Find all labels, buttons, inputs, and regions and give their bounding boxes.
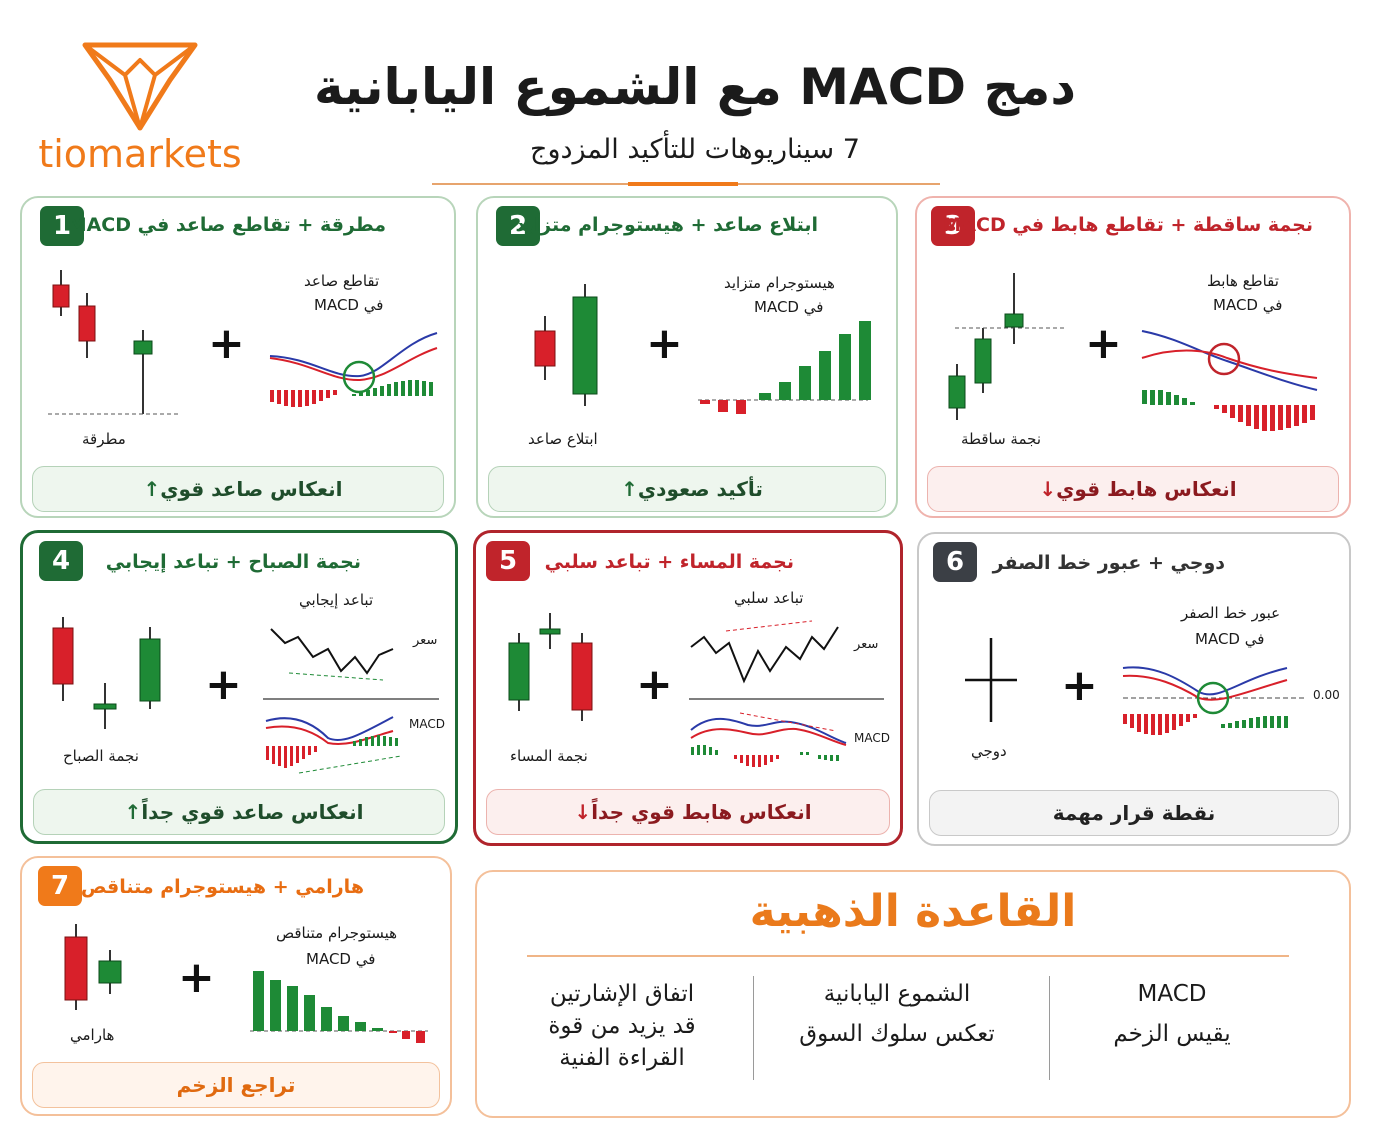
scenario-card-2: 2 ابتلاع صاعد + هيستوجرام متزايد + ابتلا… — [476, 196, 898, 518]
price-label: سعر — [413, 633, 438, 648]
harami-histogram-illustration — [64, 924, 428, 1043]
golden-rule-column-candles: الشموع اليابانية تعكس سلوك السوق — [762, 978, 1032, 1050]
logo-triangle-icon — [82, 42, 198, 131]
evening-star-divergence-illustration — [508, 613, 884, 767]
arrow-up-icon: ↑ — [124, 800, 142, 824]
macd-label-line1: هيستوجرام متزايد — [724, 274, 835, 292]
scenario-result: انعكاس صاعد قوي جداً↑ — [33, 789, 445, 835]
arrow-up-icon: ↑ — [143, 477, 161, 501]
scenario-title: نجمة الصباح + تباعد إيجابي — [105, 551, 361, 573]
plus-sign: + — [636, 659, 673, 710]
scenario-title: نجمة المساء + تباعد سلبي — [544, 551, 794, 573]
scenario-title: ابتلاع صاعد + هيستوجرام متزايد — [515, 214, 818, 236]
plus-sign: + — [178, 952, 215, 1003]
column-heading: اتفاق الإشارتين — [549, 981, 695, 1007]
candle-label: ابتلاع صاعد — [528, 430, 598, 448]
scenario-result: انعكاس صاعد قوي↑ — [32, 466, 444, 512]
column-text: تعكس سلوك السوق — [799, 1021, 995, 1047]
candle-label: دوجي — [971, 742, 1007, 760]
macd-label: MACD — [409, 717, 445, 731]
result-text: تراجع الزخم — [176, 1073, 296, 1097]
plus-sign: + — [646, 318, 683, 369]
plus-sign: + — [1061, 660, 1098, 711]
result-text: انعكاس هابط قوي جداً — [591, 800, 812, 824]
scenario-card-3: 3 نجمة ساقطة + تقاطع هابط في MACD + نجمة… — [915, 196, 1351, 518]
plus-sign: + — [205, 659, 242, 710]
macd-label-line2: في MACD — [754, 298, 824, 316]
column-text: قد يزيد من قوة — [548, 1013, 696, 1039]
golden-rule-title: القاعدة الذهبية — [749, 886, 1077, 937]
column-text: القراءة الفنية — [559, 1045, 685, 1071]
macd-label-line2: في MACD — [306, 950, 376, 968]
engulfing-histogram-illustration — [534, 284, 871, 414]
scenario-number: 6 — [933, 542, 977, 582]
column-heading: الشموع اليابانية — [823, 981, 971, 1007]
scenario-number: 5 — [486, 541, 530, 581]
scenario-card-5: 5 نجمة المساء + تباعد سلبي + نجمة المساء… — [473, 530, 903, 846]
golden-rule-panel: القاعدة الذهبية MACD يقيس الزخم الشموع ا… — [475, 870, 1351, 1118]
tiomarkets-logo: tiomarkets — [30, 40, 250, 190]
scenario-result: انعكاس هابط قوي↓ — [927, 466, 1339, 512]
result-text: تأكيد صعودي — [637, 477, 763, 501]
scenario-result: تراجع الزخم — [32, 1062, 440, 1108]
scenario-result: انعكاس هابط قوي جداً↓ — [486, 789, 890, 835]
page-subtitle: 7 سيناريوهات للتأكيد المزدوج — [530, 134, 860, 165]
column-separator — [753, 976, 754, 1080]
scenario-title: نجمة ساقطة + تقاطع هابط في MACD — [942, 214, 1313, 236]
macd-label-line1: تقاطع هابط — [1207, 272, 1279, 290]
scenario-card-1: 1 مطرقة + تقاطع صاعد في MACD + مطرقة تقا… — [20, 196, 456, 518]
doji-zero-cross-illustration — [965, 638, 1305, 735]
golden-rule-column-macd: MACD يقيس الزخم — [1037, 978, 1307, 1050]
scenario-title: دوجي + عبور خط الصفر — [992, 552, 1225, 574]
macd-label-line2: في MACD — [1195, 630, 1265, 648]
plus-sign: + — [1085, 318, 1122, 369]
scenario-number: 2 — [496, 206, 540, 246]
title-divider-accent — [628, 182, 738, 186]
price-label: سعر — [854, 637, 879, 652]
scenario-card-6: 6 دوجي + عبور خط الصفر + دوجي عبور خط ال… — [917, 532, 1351, 846]
logo-text: tiomarkets — [38, 132, 242, 176]
golden-rule-column-agreement: اتفاق الإشارتين قد يزيد من قوة القراءة ا… — [487, 978, 757, 1074]
macd-label-line1: عبور خط الصفر — [1181, 604, 1281, 622]
candle-label: مطرقة — [82, 430, 126, 448]
result-text: انعكاس صاعد قوي — [160, 477, 343, 501]
macd-label-line1: هيستوجرام متناقص — [276, 924, 398, 942]
scenario-card-4: 4 نجمة الصباح + تباعد إيجابي + نجمة الصب… — [20, 530, 458, 844]
candle-label: نجمة الصباح — [63, 747, 139, 765]
macd-label-line1: تقاطع صاعد — [304, 272, 380, 290]
divergence-label: تباعد سلبي — [734, 589, 804, 607]
page-title: دمج MACD مع الشموع اليابانية — [313, 58, 1077, 116]
arrow-down-icon: ↓ — [1039, 477, 1057, 501]
result-text: نقطة قرار مهمة — [1052, 801, 1216, 825]
column-text: يقيس الزخم — [1113, 1021, 1231, 1047]
scenario-number: 1 — [40, 206, 84, 246]
candle-label: هارامي — [70, 1026, 115, 1044]
hammer-macd-illustration — [48, 270, 438, 415]
divergence-label: تباعد إيجابي — [299, 591, 374, 609]
scenario-number: 7 — [38, 866, 82, 906]
morning-star-divergence-illustration — [52, 617, 439, 774]
macd-label: MACD — [854, 731, 890, 745]
arrow-down-icon: ↓ — [574, 800, 592, 824]
macd-label-line2: في MACD — [314, 296, 384, 314]
scenario-number: 3 — [931, 206, 975, 246]
column-separator — [1049, 976, 1050, 1080]
scenario-result: تأكيد صعودي↑ — [488, 466, 886, 512]
plus-sign: + — [208, 318, 245, 369]
shooting-star-macd-illustration — [948, 273, 1318, 431]
column-heading: MACD — [1137, 981, 1207, 1007]
scenario-number: 4 — [39, 541, 83, 581]
scenario-title: هارامي + هيستوجرام متناقص — [80, 876, 364, 898]
candle-label: نجمة ساقطة — [961, 430, 1041, 448]
golden-rule-divider — [527, 955, 1289, 957]
scenario-result: نقطة قرار مهمة — [929, 790, 1339, 836]
scenario-title: مطرقة + تقاطع صاعد في MACD — [67, 214, 386, 236]
scenario-card-7: 7 هارامي + هيستوجرام متناقص + هارامي هيس… — [20, 856, 452, 1116]
candle-label: نجمة المساء — [510, 747, 588, 765]
macd-label-line2: في MACD — [1213, 296, 1283, 314]
zero-line-label: 0.00 — [1313, 688, 1340, 702]
arrow-up-icon: ↑ — [621, 477, 638, 501]
result-text: انعكاس هابط قوي — [1056, 477, 1237, 501]
result-text: انعكاس صاعد قوي جداً — [141, 800, 364, 824]
